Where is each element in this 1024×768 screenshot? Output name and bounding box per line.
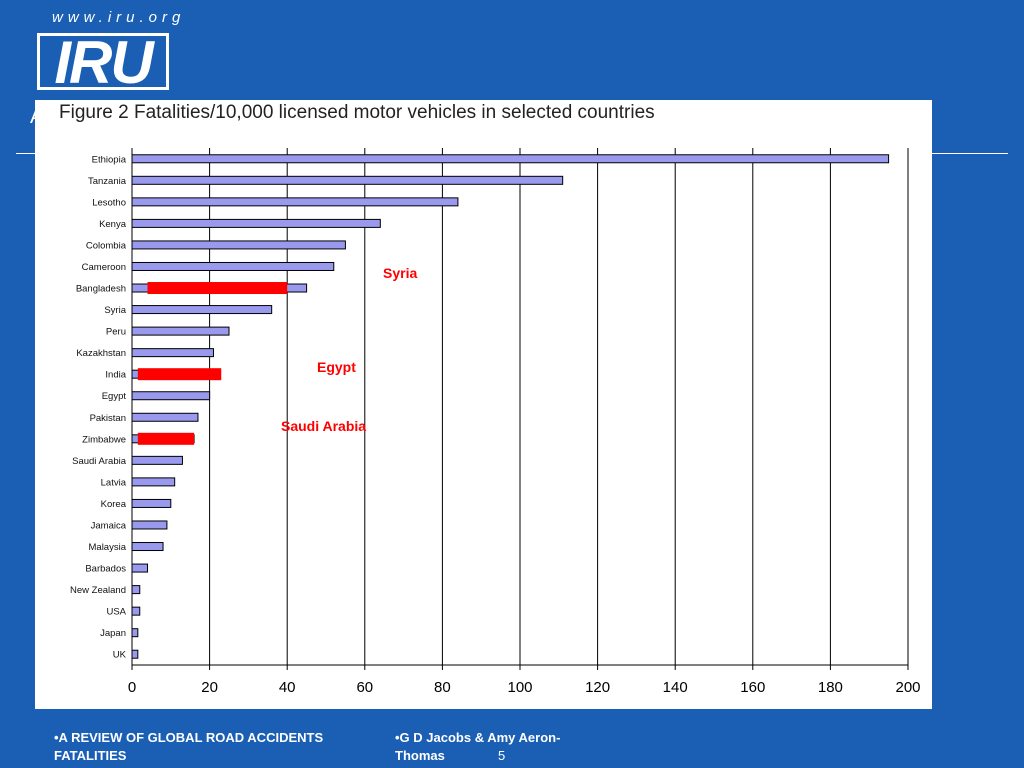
category-label: Barbados <box>85 564 126 575</box>
category-label: Peru <box>106 327 126 338</box>
category-label: Latvia <box>101 477 127 488</box>
bar <box>131 606 141 616</box>
highlight-label: Saudi Arabia <box>281 418 366 434</box>
highlight-bar <box>137 432 195 445</box>
category-label: Lesotho <box>92 197 126 208</box>
x-tick-label: 160 <box>740 679 765 696</box>
x-tick-label: 100 <box>507 679 532 696</box>
category-label: Kenya <box>99 219 127 230</box>
category-label: Tanzania <box>88 176 127 187</box>
bar <box>131 154 890 164</box>
figure-panel: 0 20 40 60 80 100 120 140 160 180 200 Ethiopia Tanza… <box>35 100 932 709</box>
bar <box>131 649 139 659</box>
category-label: Egypt <box>102 391 127 402</box>
bar <box>131 218 381 228</box>
x-tick-label: 120 <box>585 679 610 696</box>
x-tick-label: 0 <box>128 679 136 696</box>
category-label: Korea <box>101 499 127 510</box>
footer-reference-title: •A REVIEW OF GLOBAL ROAD ACCIDENTS FATAL… <box>54 730 324 763</box>
category-label: India <box>105 370 126 381</box>
category-label: Cameroon <box>82 262 126 273</box>
bar <box>131 628 139 638</box>
category-label: Zimbabwe <box>82 434 126 445</box>
x-tick-label: 80 <box>434 679 451 696</box>
page-number: 5 <box>498 748 506 763</box>
bar <box>131 305 273 315</box>
bar <box>131 391 211 401</box>
category-label: UK <box>113 650 127 661</box>
x-tick-label: 140 <box>663 679 688 696</box>
bar <box>131 520 168 530</box>
x-tick-label: 60 <box>356 679 373 696</box>
bar <box>131 542 164 552</box>
bar <box>131 326 230 336</box>
bar <box>131 348 214 358</box>
bar <box>131 498 172 508</box>
x-tick-label: 200 <box>895 679 920 696</box>
category-label: Kazakhstan <box>76 348 126 359</box>
x-tick-label: 20 <box>201 679 218 696</box>
category-label: Malaysia <box>89 542 127 553</box>
bar <box>131 585 141 595</box>
category-label: Bangladesh <box>76 284 126 295</box>
highlight-bar <box>137 368 222 381</box>
bar <box>131 261 335 271</box>
x-tick-label: 180 <box>818 679 843 696</box>
highlight-label: Syria <box>383 265 417 281</box>
x-tick-label: 40 <box>279 679 296 696</box>
bar-chart: 0 20 40 60 80 100 120 140 160 180 200 Ethiopia Tanza… <box>70 148 921 696</box>
site-url[interactable]: www.iru.org <box>52 9 186 26</box>
category-label: Japan <box>100 628 126 639</box>
bar <box>131 197 459 207</box>
category-label: USA <box>106 607 126 618</box>
category-label: Colombia <box>86 240 127 251</box>
category-label: Ethiopia <box>92 154 127 165</box>
category-label: New Zealand <box>70 585 126 596</box>
bar <box>131 455 183 465</box>
category-label: Saudi Arabia <box>72 456 127 467</box>
logo-text: IRU <box>54 29 153 96</box>
category-label: Pakistan <box>90 413 126 424</box>
category-label: Jamaica <box>91 520 127 531</box>
category-label: Syria <box>104 305 126 316</box>
figure-title: Figure 2 Fatalities/10,000 licensed moto… <box>59 102 655 123</box>
bar <box>131 240 346 250</box>
iru-logo: IRU <box>37 29 169 96</box>
highlight-label: Egypt <box>317 359 356 375</box>
highlight-bar <box>147 282 288 295</box>
footer-authors: •G D Jacobs & Amy Aeron-Thomas <box>395 730 561 763</box>
bar <box>131 412 199 422</box>
bar <box>131 175 564 185</box>
bar <box>131 477 176 487</box>
bar <box>131 563 149 573</box>
